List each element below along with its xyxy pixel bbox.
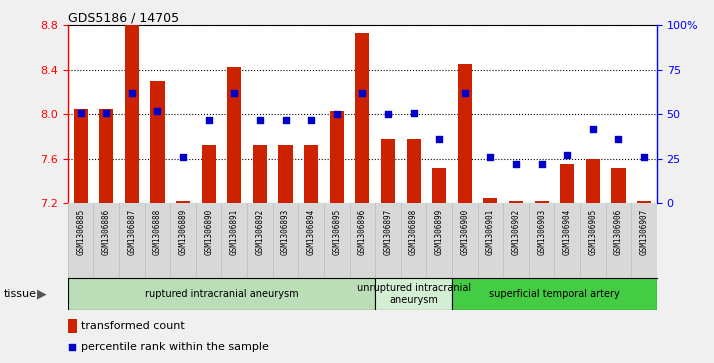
Text: GSM1306898: GSM1306898 <box>409 209 418 256</box>
Point <box>511 161 522 167</box>
Text: GSM1306903: GSM1306903 <box>537 209 546 256</box>
Point <box>254 117 266 123</box>
Text: ▶: ▶ <box>37 287 46 301</box>
Text: GSM1306889: GSM1306889 <box>178 209 188 256</box>
Point <box>536 161 548 167</box>
Text: GSM1306887: GSM1306887 <box>127 209 136 256</box>
Bar <box>356 33 369 203</box>
Bar <box>151 81 164 203</box>
Point <box>228 90 240 96</box>
Bar <box>125 25 139 203</box>
Text: ruptured intracranial aneurysm: ruptured intracranial aneurysm <box>145 289 298 299</box>
Text: GSM1306897: GSM1306897 <box>383 209 393 256</box>
Text: GSM1306892: GSM1306892 <box>256 209 264 256</box>
Text: GSM1306896: GSM1306896 <box>358 209 367 256</box>
Bar <box>253 146 267 203</box>
Point <box>280 117 291 123</box>
Text: GSM1306894: GSM1306894 <box>306 209 316 256</box>
Point <box>101 110 112 115</box>
Point <box>613 136 624 142</box>
Bar <box>278 146 293 203</box>
Bar <box>432 168 446 203</box>
Text: superficial temporal artery: superficial temporal artery <box>489 289 620 299</box>
Bar <box>637 201 651 203</box>
Bar <box>535 201 548 203</box>
Text: GSM1306906: GSM1306906 <box>614 209 623 256</box>
Point <box>280 253 291 259</box>
Text: tissue: tissue <box>4 289 36 299</box>
Bar <box>68 278 375 310</box>
Point <box>356 90 368 96</box>
Point <box>306 117 317 123</box>
Point <box>152 108 164 114</box>
Bar <box>452 278 657 310</box>
Text: transformed count: transformed count <box>81 321 185 331</box>
Bar <box>201 146 216 203</box>
Point <box>459 90 471 96</box>
Text: GDS5186 / 14705: GDS5186 / 14705 <box>68 11 179 24</box>
Point <box>75 110 86 115</box>
Text: GSM1306902: GSM1306902 <box>511 209 521 256</box>
Point <box>485 154 496 160</box>
Point <box>587 126 598 131</box>
Bar <box>99 109 114 203</box>
Point <box>203 117 214 123</box>
Text: GSM1306901: GSM1306901 <box>486 209 495 256</box>
Text: GSM1306905: GSM1306905 <box>588 209 598 256</box>
Bar <box>74 109 88 203</box>
Text: GSM1306885: GSM1306885 <box>76 209 85 256</box>
Text: GSM1306891: GSM1306891 <box>230 209 238 256</box>
Bar <box>585 159 600 203</box>
Point <box>382 111 393 117</box>
Bar <box>406 139 421 203</box>
Point <box>638 154 650 160</box>
Bar <box>560 164 574 203</box>
Point <box>331 111 343 117</box>
Point <box>177 154 188 160</box>
Bar <box>68 319 77 333</box>
Bar <box>330 111 343 203</box>
Point <box>126 90 138 96</box>
Bar <box>176 201 190 203</box>
Text: GSM1306904: GSM1306904 <box>563 209 572 256</box>
Bar <box>375 278 452 310</box>
Text: GSM1306890: GSM1306890 <box>204 209 213 256</box>
Text: GSM1306895: GSM1306895 <box>332 209 341 256</box>
Bar <box>483 198 498 203</box>
Bar <box>304 146 318 203</box>
Text: GSM1306893: GSM1306893 <box>281 209 290 256</box>
Text: percentile rank within the sample: percentile rank within the sample <box>81 342 269 352</box>
Text: GSM1306888: GSM1306888 <box>153 209 162 256</box>
Point <box>433 136 445 142</box>
Bar <box>381 139 395 203</box>
Point <box>408 110 419 115</box>
Text: GSM1306899: GSM1306899 <box>435 209 443 256</box>
Bar <box>611 168 625 203</box>
Bar <box>509 201 523 203</box>
Bar <box>458 64 472 203</box>
Text: GSM1306900: GSM1306900 <box>461 209 469 256</box>
Text: GSM1306886: GSM1306886 <box>102 209 111 256</box>
Point <box>561 152 573 158</box>
Text: unruptured intracranial
aneurysm: unruptured intracranial aneurysm <box>356 283 471 305</box>
Bar <box>227 66 241 203</box>
Text: GSM1306907: GSM1306907 <box>640 209 648 256</box>
